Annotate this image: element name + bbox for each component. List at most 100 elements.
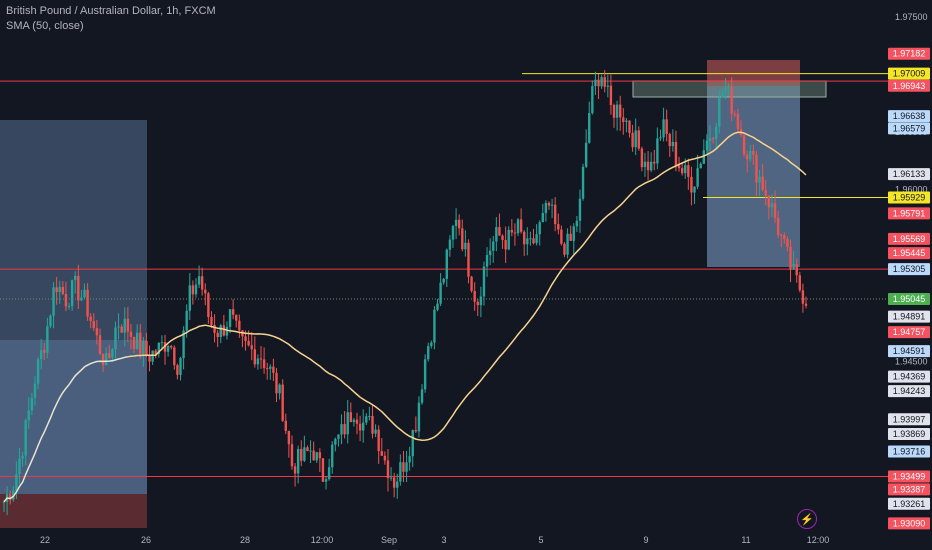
price-tag xyxy=(888,413,930,426)
position-zones xyxy=(0,60,827,528)
candle-body xyxy=(39,350,43,360)
candle-body xyxy=(643,161,647,168)
candle-body xyxy=(191,285,195,295)
candle-body xyxy=(104,353,108,366)
indicator-label[interactable]: SMA (50, close) xyxy=(6,20,84,32)
candle-body xyxy=(566,233,569,255)
candle-body xyxy=(485,255,489,267)
candle-body xyxy=(24,420,27,456)
candle-body xyxy=(132,336,136,349)
candle-body xyxy=(343,424,346,435)
candle-body xyxy=(259,358,263,360)
lightning-bolt-icon[interactable]: ⚡ xyxy=(797,509,817,529)
candle-body xyxy=(377,429,380,452)
candle-body xyxy=(668,134,671,147)
candle-body xyxy=(18,458,21,475)
candle-body xyxy=(745,154,749,160)
candle-body xyxy=(600,77,603,87)
candle-body xyxy=(529,238,532,240)
candle-body xyxy=(504,240,507,250)
candle-body xyxy=(396,481,399,488)
candle-body xyxy=(427,346,430,360)
candle-body xyxy=(83,289,86,298)
candle-body xyxy=(120,326,123,333)
symbol-title[interactable]: British Pound / Australian Dollar, 1h, F… xyxy=(6,5,216,17)
candle-body xyxy=(439,282,442,304)
zone-left-target xyxy=(0,340,147,494)
candle-body xyxy=(553,204,557,225)
candle-body xyxy=(677,165,681,169)
price-tag xyxy=(888,168,930,181)
candle-body xyxy=(510,229,514,233)
price-tag xyxy=(888,517,930,530)
candle-body xyxy=(235,314,238,321)
candle-body xyxy=(696,168,699,187)
y-tick-label: 1.94500 xyxy=(895,357,928,367)
candle-body xyxy=(653,161,656,164)
candle-body xyxy=(389,477,393,479)
candle-body xyxy=(315,452,318,461)
price-tag xyxy=(888,483,930,496)
candle-body xyxy=(789,246,792,270)
candle-body xyxy=(430,342,433,347)
candle-body xyxy=(417,402,421,432)
price-tag-label: 1.93716 xyxy=(893,447,926,457)
candle-body xyxy=(727,86,730,89)
time-axis[interactable]: 22 26 28 12:00 Sep 3 5 9 11 12:00 xyxy=(40,535,829,545)
candle-body xyxy=(674,142,678,166)
candle-body xyxy=(454,219,458,226)
candle-body xyxy=(526,238,529,245)
sma-line xyxy=(3,131,807,503)
x-tick-label: 12:00 xyxy=(807,535,830,545)
candle-body xyxy=(337,434,340,439)
candle-body xyxy=(207,293,210,317)
candle-body xyxy=(95,328,99,336)
candle-body xyxy=(371,416,374,434)
candle-body xyxy=(262,359,266,369)
candle-body xyxy=(213,324,216,333)
candle-body xyxy=(135,332,139,349)
candle-body xyxy=(352,419,356,423)
candle-body xyxy=(368,416,371,418)
candle-body xyxy=(575,220,579,227)
candle-body xyxy=(346,412,349,435)
candle-body xyxy=(541,213,544,223)
candle-body xyxy=(231,309,235,315)
candle-body xyxy=(649,161,653,171)
candle-body xyxy=(767,195,771,208)
candle-body xyxy=(547,202,551,206)
candle-body xyxy=(290,444,294,467)
candle-body xyxy=(622,117,625,122)
price-tag xyxy=(888,370,930,383)
price-tag-label: 1.94591 xyxy=(893,346,926,356)
zone-right-stop xyxy=(707,60,800,86)
candle-body xyxy=(532,238,535,244)
candle-body xyxy=(637,130,640,149)
candle-body xyxy=(671,142,675,147)
candles xyxy=(2,70,808,516)
price-tag xyxy=(888,67,930,80)
candle-body xyxy=(619,104,622,118)
candle-body xyxy=(488,250,492,256)
candle-body xyxy=(581,166,585,199)
candle-body xyxy=(194,284,198,295)
price-tag-label: 1.93997 xyxy=(893,414,926,424)
candle-body xyxy=(386,460,390,479)
candle-body xyxy=(170,346,173,348)
candle-body xyxy=(501,235,504,241)
candle-body xyxy=(358,423,362,431)
candle-body xyxy=(222,325,226,336)
price-tag xyxy=(888,122,930,135)
candle-body xyxy=(464,242,467,250)
candle-body xyxy=(786,239,789,247)
price-tag-label: 1.95569 xyxy=(893,234,926,244)
candle-body xyxy=(693,186,696,193)
candle-body xyxy=(77,275,80,301)
candle-body xyxy=(123,318,126,333)
candle-body xyxy=(513,232,517,234)
candle-body xyxy=(293,466,297,474)
candle-body xyxy=(612,105,616,118)
price-tag xyxy=(888,326,930,339)
candle-body xyxy=(414,430,418,432)
